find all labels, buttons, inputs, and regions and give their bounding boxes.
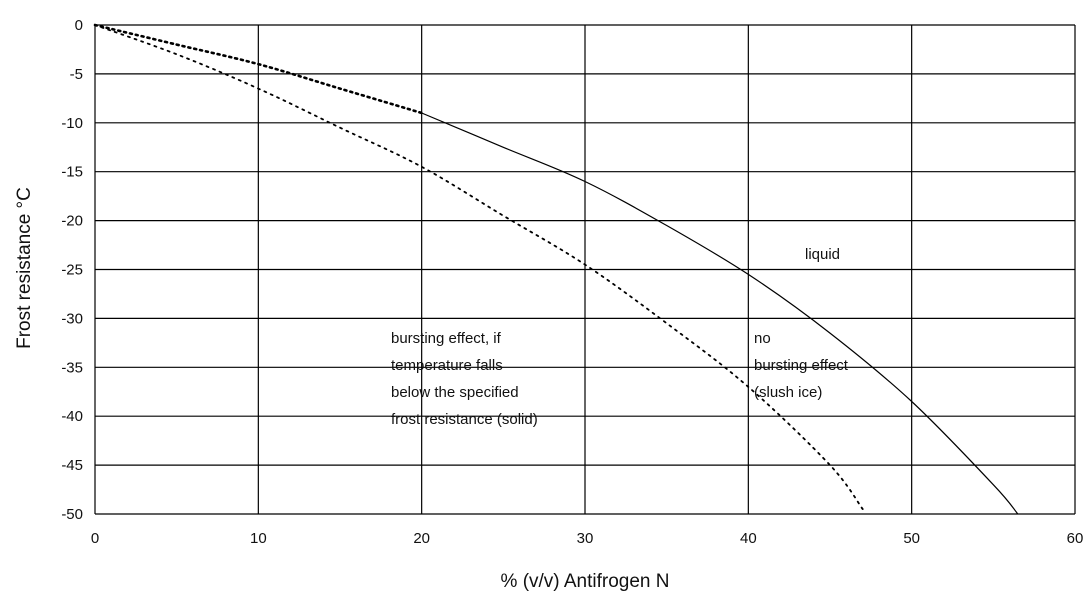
annotation-bursting-line: frost resistance (solid) bbox=[391, 411, 538, 428]
x-tick-label: 10 bbox=[250, 530, 267, 547]
series-layer bbox=[93, 23, 1019, 515]
x-tick-label: 20 bbox=[413, 530, 430, 547]
x-axis-title: % (v/v) Antifrogen N bbox=[501, 571, 670, 592]
x-tick-labels: 0 10 20 30 40 50 60 bbox=[91, 530, 1084, 547]
y-tick-label: -35 bbox=[61, 359, 83, 376]
y-tick-label: -10 bbox=[61, 115, 83, 132]
y-tick-label: -30 bbox=[61, 310, 83, 327]
series-line-freezing-onset-dotted bbox=[93, 23, 423, 115]
y-tick-label: -20 bbox=[61, 213, 83, 230]
x-tick-label: 30 bbox=[577, 530, 594, 547]
x-tick-label: 60 bbox=[1067, 530, 1084, 547]
annotation-bursting-line: temperature falls bbox=[391, 357, 503, 374]
y-tick-label: -50 bbox=[61, 506, 83, 523]
gridlines bbox=[94, 24, 1076, 515]
y-tick-label: -25 bbox=[61, 262, 83, 279]
annotation-bursting: bursting effect, if temperature falls be… bbox=[391, 330, 538, 428]
x-tick-label: 50 bbox=[903, 530, 920, 547]
x-tick-label: 40 bbox=[740, 530, 757, 547]
annotation-liquid-line: liquid bbox=[805, 246, 840, 263]
annotation-bursting-line: bursting effect, if bbox=[391, 330, 502, 347]
series-line-freezing-onset bbox=[421, 112, 1019, 515]
y-tick-label: -45 bbox=[61, 457, 83, 474]
x-tick-label: 0 bbox=[91, 530, 99, 547]
series-line-bursting-boundary bbox=[94, 24, 864, 510]
annotation-no-bursting-line: (slush ice) bbox=[754, 384, 822, 401]
annotation-bursting-line: below the specified bbox=[391, 384, 519, 401]
annotation-no-bursting: no bursting effect (slush ice) bbox=[754, 330, 852, 401]
y-tick-label: 0 bbox=[75, 17, 83, 34]
y-tick-label: -40 bbox=[61, 408, 83, 425]
annotation-liquid: liquid bbox=[805, 246, 840, 263]
y-tick-labels: 0 -5 -10 -15 -20 -25 -30 -35 -40 -45 -50 bbox=[61, 17, 83, 523]
y-axis-title: Frost resistance °C bbox=[14, 187, 35, 349]
y-tick-label: -5 bbox=[70, 66, 83, 83]
annotation-no-bursting-line: bursting effect bbox=[754, 357, 849, 374]
y-tick-label: -15 bbox=[61, 164, 83, 181]
annotation-no-bursting-line: no bbox=[754, 330, 771, 347]
